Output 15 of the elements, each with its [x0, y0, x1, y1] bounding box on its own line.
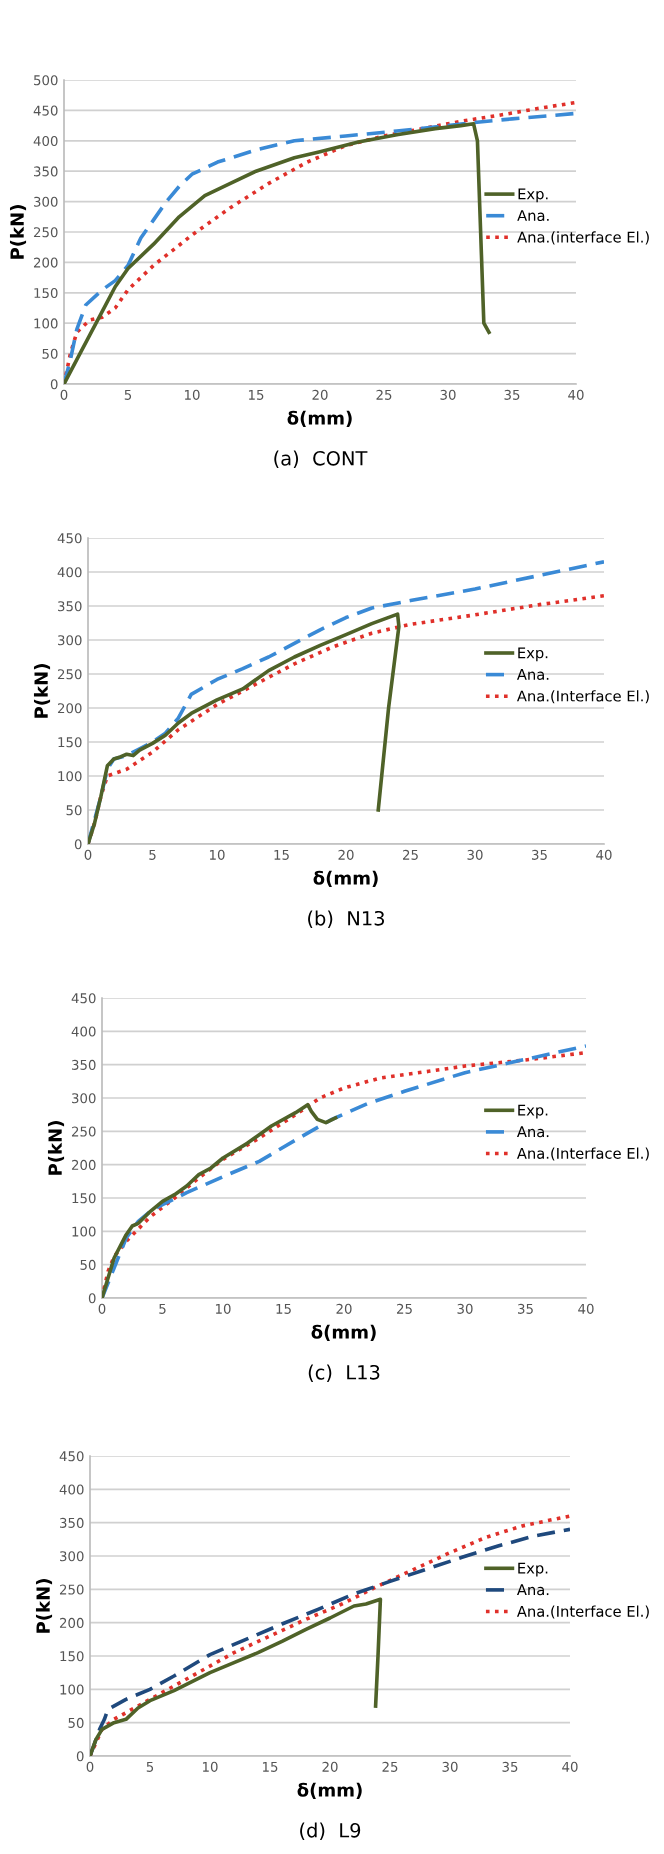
x-axis-title: δ(mm)	[311, 1324, 376, 1341]
y-axis-title: P(kN)	[9, 205, 27, 259]
y-axis-title: P(kN)	[33, 664, 51, 718]
text: (c) L13	[308, 1364, 380, 1382]
y-axis-title: P(kN)	[47, 1121, 65, 1175]
line-series	[88, 612, 401, 844]
line-series	[102, 1102, 338, 1298]
x-axis-title: δ(mm)	[313, 870, 378, 887]
text: (d) L9	[300, 1822, 361, 1840]
x-axis-title: δ(mm)	[297, 1782, 362, 1799]
line-series	[90, 1597, 383, 1756]
x-axis-title: δ(mm)	[287, 410, 352, 427]
y-axis-title: P(kN)	[35, 1579, 53, 1633]
text: (a) CONT	[274, 450, 368, 468]
text: (b) N13	[308, 910, 385, 928]
